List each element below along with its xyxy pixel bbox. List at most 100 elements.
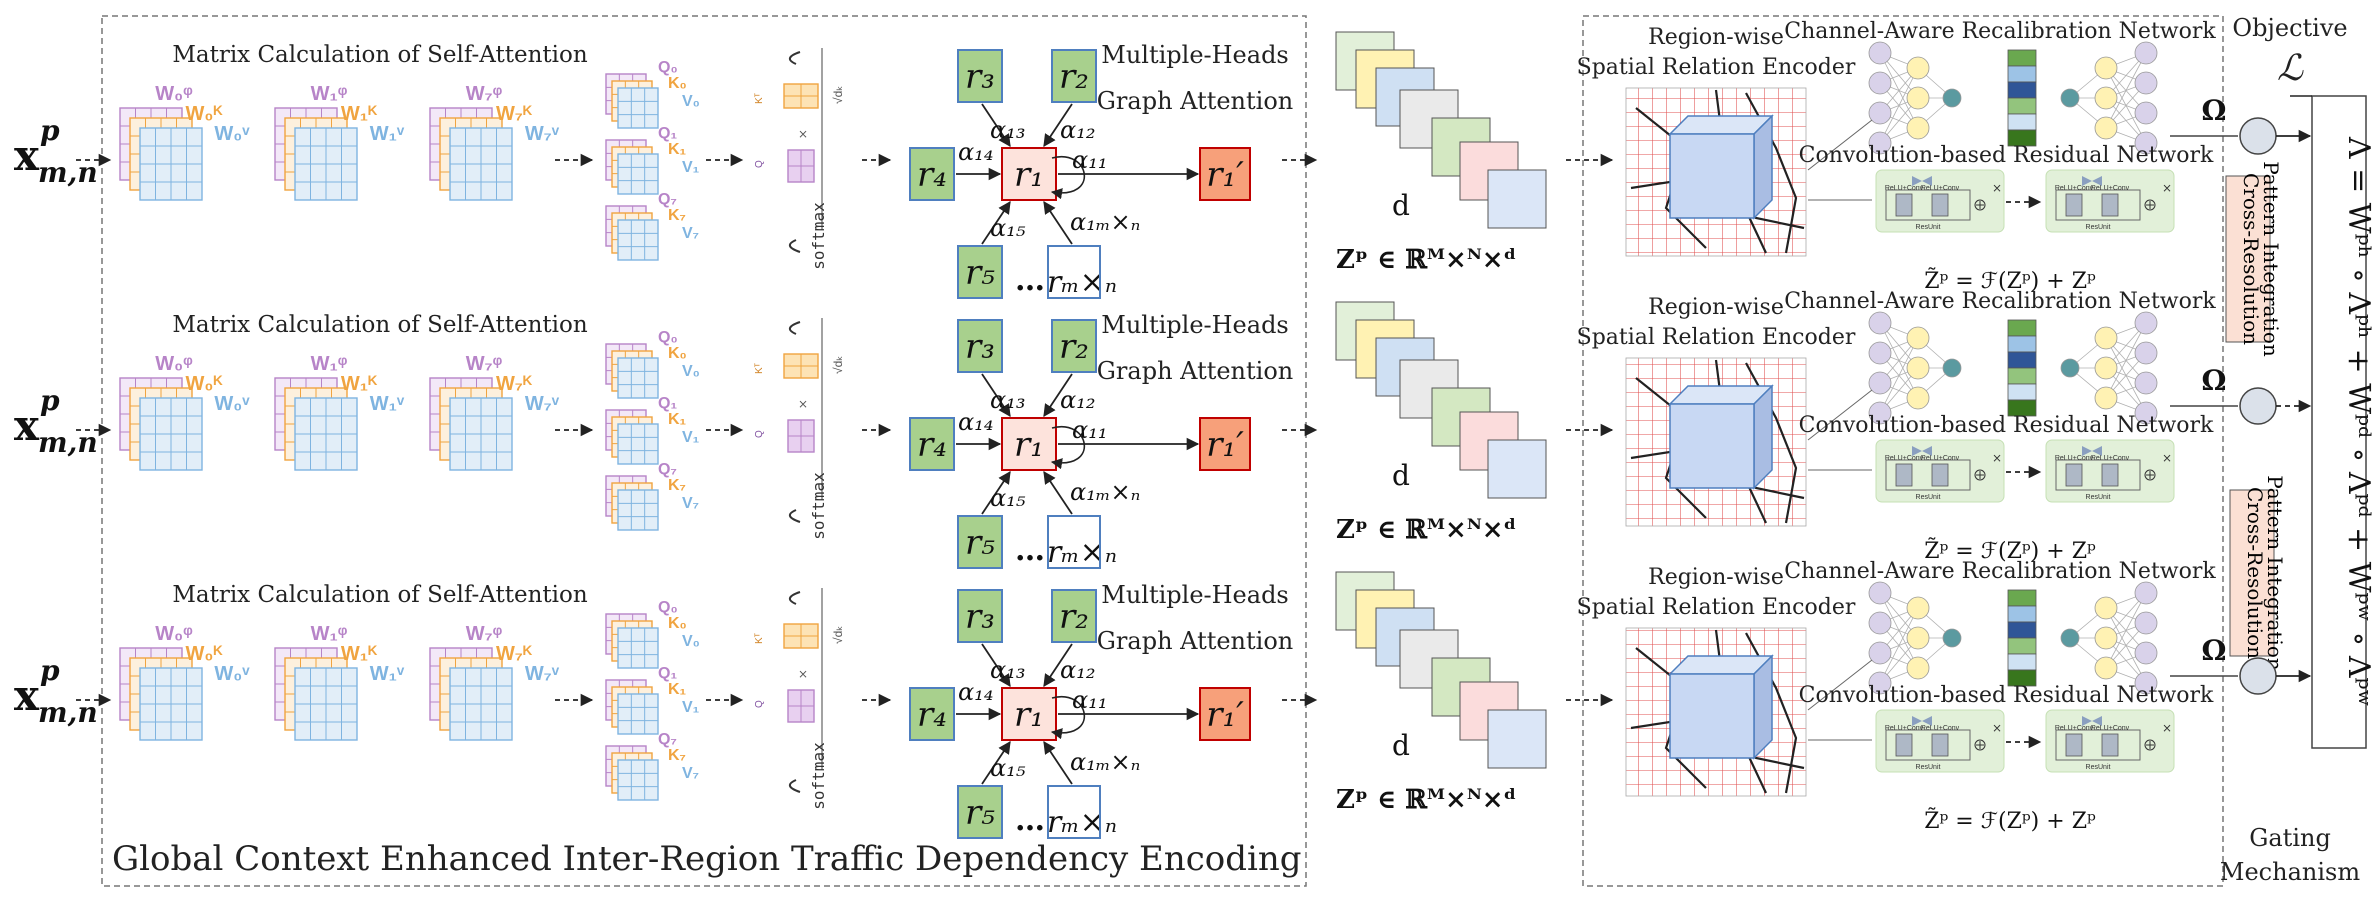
lambda-box [2311, 95, 2367, 749]
row-2: xp m,n Matrix Calculation of Self-Attentio… [14, 289, 2312, 570]
node-r2-label: r₂ [1059, 57, 1089, 97]
channel-title: Channel-Aware Recalibration Network [1784, 289, 2216, 314]
kt-label: Kᵀ [754, 632, 765, 644]
multiply-icon: × [798, 397, 808, 411]
edge-r5-r1 [981, 470, 1011, 515]
node-r5-label: r₅ [965, 253, 995, 293]
q-softmax-matrix [787, 419, 815, 453]
row-1: xp m,n Matrix Calculation of Self-Attentio… [14, 19, 2312, 300]
v-label: V₇ [682, 225, 699, 242]
graph-title-line2: Graph Attention [1097, 87, 1294, 115]
encoder-title-line2: Spatial Relation Encoder [1577, 325, 1856, 350]
matrix-calc-title: Matrix Calculation of Self-Attention [172, 42, 588, 68]
alpha-13: α₁₃ [990, 386, 1025, 414]
omega-label: Ω [2202, 94, 2227, 127]
feature-map-stack: d [1335, 301, 1547, 499]
v-matrix [617, 627, 659, 669]
encoder-title-line2: Spatial Relation Encoder [1577, 55, 1856, 80]
node-r4: r₄ [909, 687, 955, 741]
gate-circle [2239, 657, 2277, 695]
channel-nn-right [2060, 41, 2158, 155]
sqrt-dk-label: √dₖ [831, 86, 845, 104]
v-label: V₀ [682, 363, 700, 380]
alpha-15: α₁₅ [990, 214, 1026, 242]
input-x-main: x [14, 671, 40, 720]
v-label: V₇ [682, 765, 699, 782]
channel-nn-left [1868, 41, 1962, 155]
node-r3-label: r₃ [965, 57, 995, 97]
channel-title: Channel-Aware Recalibration Network [1784, 19, 2216, 44]
graph-title-line1: Multiple-Heads [1101, 581, 1289, 609]
weight-v-label: W₇ᵛ [525, 123, 560, 145]
weight-k-label: W₇ᴷ [496, 373, 533, 395]
traffic-map [1625, 357, 1807, 527]
weight-v-matrix [139, 667, 203, 741]
alpha-15: α₁₅ [990, 484, 1026, 512]
weight-q-label: W₇ᵠ [466, 623, 503, 645]
v-matrix [617, 489, 659, 531]
omega-label: Ω [2202, 364, 2227, 397]
q-softmax-matrix [787, 149, 815, 183]
v-matrix [617, 87, 659, 129]
resunit-2-resunit-label: ResUnit [2086, 494, 2111, 501]
graph-title-line1: Multiple-Heads [1101, 311, 1289, 339]
edge-r3-r1 [981, 103, 1011, 148]
kt-label: Kᵀ [754, 92, 765, 104]
node-dots: … [1015, 803, 1045, 838]
stack-d-label: d [1392, 189, 1410, 222]
edge-r3-r1 [981, 373, 1011, 418]
graph-title-line2: Graph Attention [1097, 627, 1294, 655]
feature-map-stack: d [1335, 31, 1547, 229]
encoder-title-line1: Region-wise [1648, 565, 1784, 590]
gate-circle [2239, 117, 2277, 155]
edge-r5-r1 [981, 200, 1011, 245]
k-label: K₀ [668, 345, 687, 362]
edge-r1-self [1050, 155, 1086, 200]
weight-k-label: W₀ᴷ [185, 103, 223, 125]
weight-v-matrix [139, 397, 203, 471]
q-label: Q₁ [658, 665, 677, 682]
omega-label: Ω [2202, 634, 2227, 667]
alpha-12: α₁₂ [1060, 386, 1095, 414]
weight-k-label: W₁ᴷ [341, 643, 378, 665]
feature-map-stack: d [1335, 571, 1547, 769]
multiply-icon: × [798, 127, 808, 141]
weight-q-label: W₇ᵠ [466, 353, 503, 375]
kt-label: Kᵀ [754, 362, 765, 374]
node-r3: r₃ [957, 319, 1003, 373]
cross-res-2-line1: Cross-Resolution [2243, 487, 2267, 659]
alpha-13: α₁₃ [990, 656, 1025, 684]
res-formula: Z̃ᵖ = ℱ(Zᵖ) + Zᵖ [1924, 808, 2096, 834]
weight-k-label: W₁ᴷ [341, 103, 378, 125]
input-x-sup: p [40, 384, 60, 417]
weight-q-label: W₁ᵠ [311, 83, 348, 105]
v-label: V₁ [682, 699, 700, 716]
node-r5-label: r₅ [965, 793, 995, 833]
softmax-label: softmax [809, 202, 828, 270]
channel-weight-bar [2007, 49, 2037, 147]
v-label: V₀ [682, 93, 700, 110]
alpha-11: α₁₁ [1072, 416, 1107, 444]
res-formula: Z̃ᵖ = ℱ(Zᵖ) + Zᵖ [1924, 268, 2096, 294]
left-panel-frame [101, 15, 1307, 887]
weight-q-label: W₁ᵠ [311, 353, 348, 375]
input-x-sup: p [40, 654, 60, 687]
v-matrix [617, 423, 659, 465]
edge-r5-r1 [981, 740, 1011, 785]
weight-v-matrix [294, 667, 358, 741]
k-label: K₀ [668, 75, 687, 92]
weight-k-label: W₇ᴷ [496, 643, 533, 665]
z-formula: Zᵖ ∈ ℝᴹ×ᴺ×ᵈ [1336, 515, 1517, 545]
v-label: V₇ [682, 495, 699, 512]
gating-label-line2: Mechanism [2220, 858, 2360, 886]
node-r5-label: r₅ [965, 523, 995, 563]
